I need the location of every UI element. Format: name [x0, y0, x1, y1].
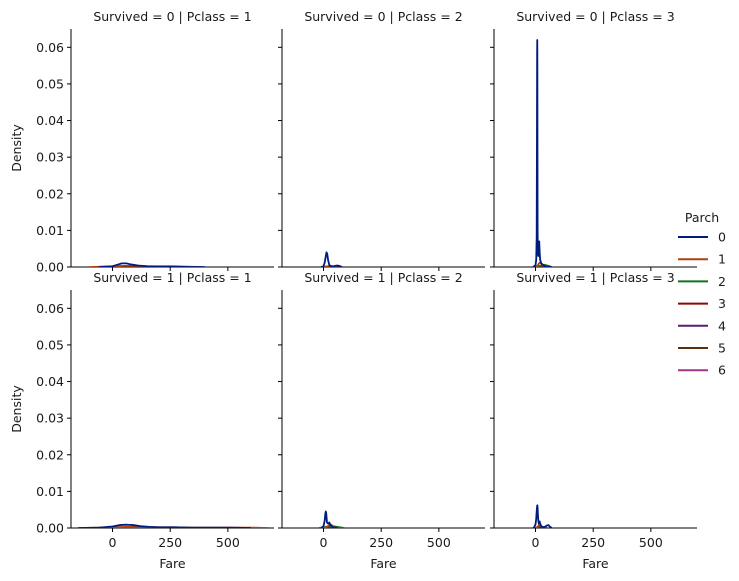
x-axis-label: Fare — [159, 556, 186, 571]
x-axis-label: Fare — [370, 556, 397, 571]
kde-line-parch-0 — [532, 504, 553, 528]
x-tick-label: 0 — [109, 535, 117, 550]
y-axis-label: Density — [9, 385, 24, 433]
legend-title: Parch — [685, 210, 719, 225]
kde-line-parch-0 — [77, 523, 251, 528]
y-tick-label: 0.04 — [36, 113, 64, 128]
legend-label: 2 — [718, 274, 726, 289]
y-tick-label: 0.06 — [36, 301, 64, 316]
y-tick-label: 0.00 — [36, 260, 64, 275]
x-axis-label: Fare — [582, 556, 609, 571]
legend: Parch 0 1 2 3 4 5 6 — [678, 210, 726, 378]
y-tick-label: 0.03 — [36, 411, 64, 426]
legend-label: 5 — [718, 341, 726, 356]
facet-panel: Survived = 0 | Pclass = 1 0.00 0.01 0.02 0.0… — [9, 9, 274, 275]
kde-line-parch-0 — [532, 39, 552, 267]
x-tick-label: 0 — [532, 535, 540, 550]
kde-line-parch-0 — [320, 251, 343, 267]
y-tick-label: 0.01 — [36, 484, 64, 499]
legend-label: 6 — [718, 363, 726, 378]
x-tick-label: 500 — [639, 535, 663, 550]
y-axis-label: Density — [9, 124, 24, 172]
y-tick-label: 0.06 — [36, 40, 64, 55]
facet-panel: Survived = 1 | Pclass = 2 0 250 500 Fare — [278, 270, 485, 571]
facet-panel: Survived = 0 | Pclass = 2 — [278, 9, 485, 271]
y-tick-label: 0.02 — [36, 447, 64, 462]
y-tick-label: 0.03 — [36, 150, 64, 165]
y-tick-label: 0.04 — [36, 374, 64, 389]
x-tick-label: 500 — [216, 535, 240, 550]
x-tick-label: 500 — [427, 535, 451, 550]
legend-label: 4 — [718, 318, 726, 333]
x-tick-label: 0 — [320, 535, 328, 550]
y-tick-label: 0.05 — [36, 76, 64, 91]
panel-title: Survived = 0 | Pclass = 1 — [93, 9, 251, 24]
x-tick-label: 250 — [369, 535, 393, 550]
panel-title: Survived = 0 | Pclass = 2 — [304, 9, 462, 24]
facet-panel: Survived = 1 | Pclass = 1 0.00 0.01 0.02 0.0… — [9, 270, 274, 571]
y-tick-label: 0.02 — [36, 186, 64, 201]
panel-title: Survived = 1 | Pclass = 3 — [516, 270, 674, 285]
legend-label: 0 — [718, 230, 726, 245]
kde-line-parch-0 — [98, 262, 205, 267]
legend-label: 1 — [718, 252, 726, 267]
x-tick-label: 250 — [158, 535, 182, 550]
y-tick-label: 0.00 — [36, 521, 64, 536]
y-tick-label: 0.01 — [36, 223, 64, 238]
y-tick-label: 0.05 — [36, 337, 64, 352]
facet-panel: Survived = 0 | Pclass = 3 — [490, 9, 697, 271]
panel-title: Survived = 1 | Pclass = 1 — [93, 270, 251, 285]
panel-title: Survived = 0 | Pclass = 3 — [516, 9, 674, 24]
facet-panel: Survived = 1 | Pclass = 3 0 250 500 Fare — [490, 270, 697, 571]
legend-label: 3 — [718, 296, 726, 311]
kde-line-parch-0 — [320, 510, 338, 528]
panel-title: Survived = 1 | Pclass = 2 — [304, 270, 462, 285]
x-tick-label: 250 — [581, 535, 605, 550]
